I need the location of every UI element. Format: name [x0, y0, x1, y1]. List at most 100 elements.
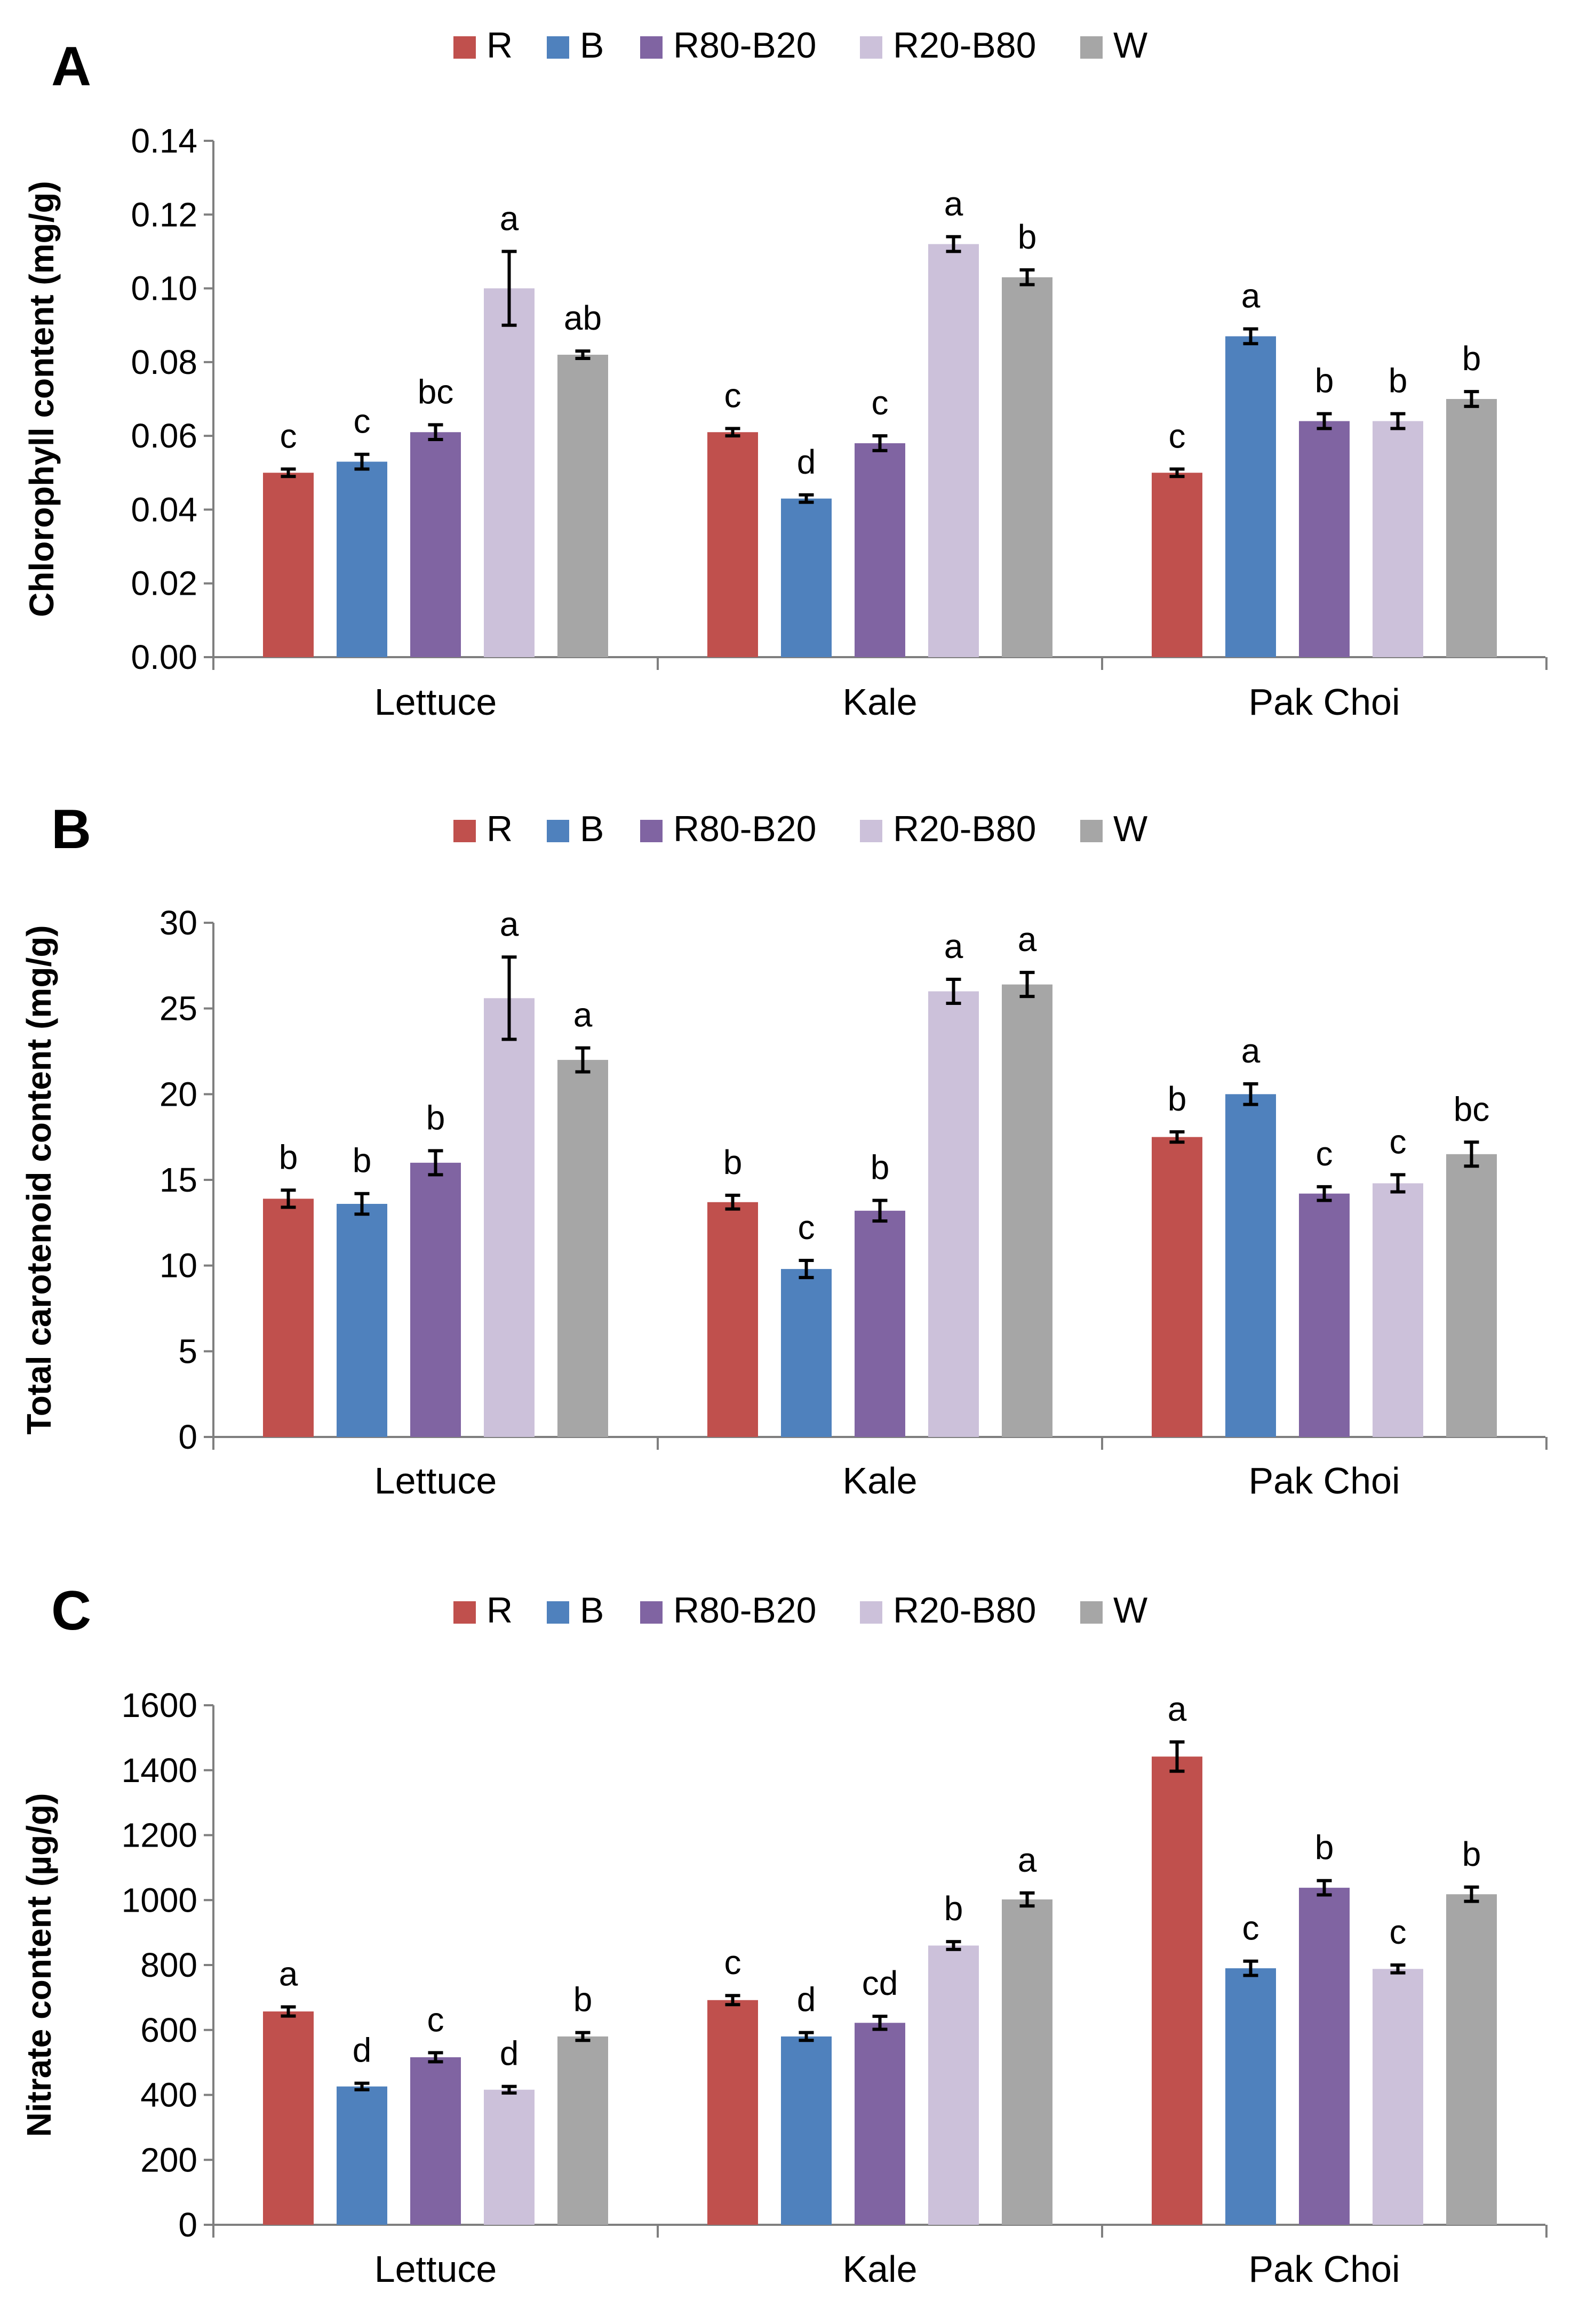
- error-bar: [1019, 268, 1035, 286]
- error-bar: [575, 1046, 591, 1074]
- bar-R-pak-choi: [1152, 1756, 1202, 2225]
- error-bar: [575, 2031, 591, 2042]
- error-bar: [1317, 1879, 1332, 1897]
- error-bar: [1464, 390, 1479, 408]
- error-bar: [281, 2005, 296, 2018]
- error-bar: [872, 434, 888, 452]
- legend-swatch-B: [547, 1601, 569, 1624]
- bar-B-kale: [781, 498, 832, 657]
- error-bar: [1464, 1885, 1479, 1903]
- error-bar: [725, 1994, 740, 2007]
- error-bar: [575, 349, 591, 360]
- significance-letter: cd: [862, 1964, 898, 2002]
- bar-R20-B80-lettuce: [484, 2089, 535, 2225]
- bar-R-lettuce: [263, 2011, 314, 2225]
- y-tick-label: 1600: [122, 1686, 197, 1724]
- bar-R20-B80-lettuce: [484, 288, 535, 657]
- bar-R-kale: [707, 432, 758, 657]
- error-bar: [1317, 412, 1332, 430]
- significance-letter: a: [1241, 1032, 1261, 1070]
- error-bar: [1019, 971, 1035, 999]
- legend-swatch-R20-B80: [860, 36, 882, 59]
- significance-letter: d: [353, 2031, 372, 2070]
- significance-letter: b: [1462, 339, 1481, 378]
- x-category-label: Kale: [842, 681, 917, 723]
- y-tick-label: 0.02: [131, 564, 197, 603]
- error-bar: [872, 2015, 888, 2031]
- y-tick-label: 30: [160, 904, 197, 942]
- panel-label: C: [51, 1580, 91, 1642]
- y-tick-label: 1000: [122, 1881, 197, 1919]
- legend-label-B: B: [580, 809, 604, 849]
- chart-panel-A: A R B R80-B20 R20-B80 W Chlorophyll content (m…: [22, 25, 1548, 723]
- bar-R20-B80-pak-choi: [1373, 1969, 1423, 2225]
- error-bar: [946, 1940, 961, 1951]
- error-bar: [1169, 1740, 1185, 1773]
- bar-R20-B80-pak-choi: [1373, 1183, 1423, 1437]
- panel-label: B: [51, 798, 91, 860]
- significance-letter: b: [1168, 1080, 1187, 1118]
- significance-letter: b: [944, 1889, 963, 1928]
- bar-B-lettuce: [337, 1203, 387, 1437]
- legend-swatch-B: [547, 36, 569, 59]
- bar-W-kale: [1002, 984, 1052, 1437]
- error-bar: [725, 427, 740, 438]
- bar-B-pak-choi: [1225, 1094, 1276, 1437]
- bar-R80-B20-pak-choi: [1299, 1888, 1350, 2225]
- bar-W-pak-choi: [1446, 399, 1497, 657]
- significance-letter: a: [1241, 277, 1261, 315]
- x-category-label: Lettuce: [374, 1460, 497, 1502]
- error-bar: [428, 1149, 443, 1177]
- x-category-label: Pak Choi: [1248, 2248, 1400, 2290]
- legend-label-B: B: [580, 25, 604, 66]
- significance-letter: b: [1315, 362, 1334, 400]
- bar-R80-B20-pak-choi: [1299, 1193, 1350, 1437]
- legend-swatch-R20-B80: [860, 820, 882, 842]
- bar-R80-B20-kale: [855, 2023, 905, 2225]
- bar-R80-B20-pak-choi: [1299, 421, 1350, 657]
- error-bar: [354, 1192, 370, 1216]
- y-tick-label: 1400: [122, 1751, 197, 1790]
- error-bar: [1317, 1185, 1332, 1202]
- bar-R20-B80-kale: [928, 991, 979, 1437]
- significance-letter: bc: [418, 372, 454, 411]
- bar-R-kale: [707, 1202, 758, 1437]
- significance-letter: d: [500, 2034, 519, 2073]
- x-category-label: Lettuce: [374, 681, 497, 723]
- legend-swatch-R: [453, 820, 476, 842]
- significance-letter: b: [426, 1098, 445, 1137]
- error-bar: [1390, 1173, 1406, 1194]
- y-tick-label: 600: [140, 2011, 197, 2049]
- significance-letter: b: [1462, 1835, 1481, 1873]
- y-tick-label: 0.00: [131, 638, 197, 676]
- legend-swatch-R80-B20: [640, 1601, 663, 1624]
- error-bar: [799, 2031, 814, 2042]
- significance-letter: bc: [1454, 1090, 1490, 1128]
- error-bar: [354, 2081, 370, 2091]
- significance-letter: b: [1018, 218, 1037, 256]
- y-tick-label: 0.08: [131, 343, 197, 381]
- bar-R-lettuce: [263, 1199, 314, 1437]
- y-tick-label: 400: [140, 2076, 197, 2114]
- y-tick-label: 10: [160, 1247, 197, 1285]
- bar-R80-B20-lettuce: [410, 1162, 461, 1437]
- bar-W-lettuce: [557, 1060, 608, 1437]
- y-axis-title: Nitrate content (µg/g): [20, 1793, 58, 2137]
- legend-label-R20-B80: R20-B80: [893, 809, 1036, 849]
- legend-swatch-R20-B80: [860, 1601, 882, 1624]
- y-tick-label: 25: [160, 989, 197, 1028]
- bar-B-kale: [781, 2036, 832, 2225]
- bar-R80-B20-lettuce: [410, 432, 461, 657]
- legend-swatch-R: [453, 36, 476, 59]
- bar-R80-B20-lettuce: [410, 2057, 461, 2225]
- error-bar: [872, 1199, 888, 1223]
- x-category-label: Pak Choi: [1248, 681, 1400, 723]
- y-tick-label: 5: [178, 1332, 197, 1370]
- error-bar: [281, 1188, 296, 1209]
- y-axis-title: Chlorophyll content (mg/g): [22, 181, 61, 617]
- significance-letter: c: [798, 1208, 815, 1247]
- error-bar: [725, 1193, 740, 1211]
- y-tick-label: 0: [178, 1418, 197, 1456]
- bar-R20-B80-kale: [928, 1945, 979, 2225]
